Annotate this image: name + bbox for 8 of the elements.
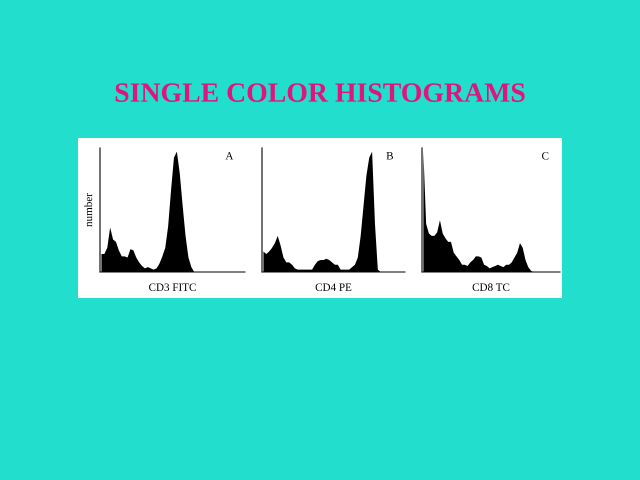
x-axis-title: CD4 PE xyxy=(316,283,352,291)
annotation: A xyxy=(225,152,234,160)
y-axis-title: number xyxy=(84,193,92,227)
annotation: B xyxy=(386,152,394,160)
x-axis-title: CD8 TC xyxy=(472,283,510,291)
text: SINGLE COLOR HISTOGRAMS xyxy=(116,83,525,102)
annotation: C xyxy=(542,152,548,160)
x-axis-title: CD3 FITC xyxy=(149,283,196,291)
